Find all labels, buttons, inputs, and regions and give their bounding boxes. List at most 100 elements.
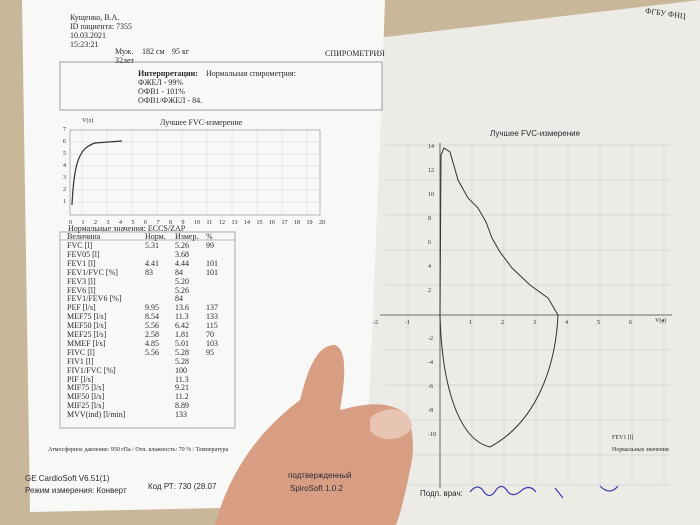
table-cell: 5.56	[145, 347, 159, 357]
table-header: %	[206, 232, 213, 241]
small-x-tick: 7	[156, 220, 160, 226]
table-cell: FEV1/FEV6 [%]	[67, 294, 122, 304]
table-cell: 9.95	[145, 303, 159, 313]
small-y-tick: 6	[63, 139, 66, 145]
big-x-tick: -2	[373, 320, 378, 326]
table-cell: 1.81	[175, 330, 189, 339]
legend-entry: FEV1 [l]	[612, 435, 634, 441]
table-cell: 4.41	[145, 258, 159, 268]
small-x-tick: 0	[69, 220, 72, 226]
table-cell: 11.3	[175, 312, 189, 322]
small-x-tick: 20	[319, 220, 325, 226]
table-cell: 5.28	[175, 347, 189, 357]
big-y-tick: 14	[428, 144, 434, 150]
small-x-tick: 1	[81, 220, 85, 226]
small-x-tick: 13	[231, 220, 238, 226]
table-cell: FEV1/FVC [%]	[67, 267, 118, 277]
small-y-tick: 5	[63, 151, 66, 157]
table-cell: MVV(ind) [l/min]	[67, 410, 126, 420]
signature	[469, 485, 619, 499]
small-x-tick: 6	[144, 220, 147, 226]
code: Код РТ: 730 (28.07	[148, 482, 217, 491]
table-cell: 4.44	[175, 258, 189, 268]
big-x-tick: 3	[533, 320, 536, 326]
small-x-tick: 3	[106, 220, 110, 226]
table-cell: 115	[206, 321, 218, 331]
big-y-tick: -8	[428, 408, 433, 414]
table-cell: 5.28	[175, 356, 189, 366]
interpretation-line: ОФВ1/ФЖЕЛ - 84.	[138, 96, 203, 105]
big-chart-title: Лучшее FVC-измерение	[490, 129, 581, 138]
small-y-tick: 1	[63, 199, 66, 205]
big-x-tick: 6	[629, 320, 632, 326]
thumbnail	[370, 409, 412, 440]
big-y-tick: 12	[428, 168, 434, 174]
spirosoft: SpiroSoft 1.0.2	[290, 484, 343, 493]
table-cell: 133	[206, 312, 218, 322]
table-cell: 99	[206, 241, 214, 250]
sex: Муж.	[115, 47, 134, 56]
legend-entry: Нормальные значения	[612, 447, 669, 453]
big-y-tick: -2	[428, 336, 433, 342]
big-y-tick: -10	[428, 432, 436, 438]
table-cell: 11.3	[175, 374, 189, 384]
norms: Нормальные значения: ECCS/ZAP	[68, 224, 186, 233]
table-cell: MEF25 [l/s]	[67, 330, 107, 339]
table-cell: PIF [l/s]	[67, 374, 94, 384]
table-cell: 8.54	[145, 312, 159, 322]
table-cell: 83	[145, 267, 153, 277]
table-header: Измер.	[175, 232, 199, 241]
table-cell: 4.85	[145, 338, 159, 348]
big-x-tick: 1	[469, 320, 472, 326]
big-x-tick: 2	[501, 320, 504, 326]
table-cell: 5.31	[145, 241, 159, 250]
big-y-tick: 2	[428, 288, 431, 294]
signature-label: Подп. врач:	[420, 489, 463, 498]
table-cell: 5.20	[175, 276, 189, 286]
small-x-tick: 4	[119, 220, 122, 226]
small-y-tick: 4	[63, 163, 66, 169]
table-cell: FEV1 [l]	[67, 258, 96, 268]
height: 182 см	[142, 47, 165, 56]
small-grid	[69, 129, 321, 216]
small-x-tick: 2	[94, 220, 97, 226]
table-cell: 70	[206, 330, 214, 339]
flow-volume-curve	[439, 147, 559, 448]
table-cell: MEF50 [l/s]	[67, 321, 107, 331]
table-cell: 133	[175, 410, 187, 420]
small-y-tick: 7	[63, 127, 66, 133]
table-cell: MEF75 [l/s]	[67, 312, 107, 322]
table-header: Норм.	[145, 232, 166, 241]
small-x-tick: 18	[294, 220, 300, 226]
table-cell: FIV1/FVC [%]	[67, 365, 116, 375]
interpretation-summary: Нормальная спирометрия:	[206, 69, 296, 78]
table-cell: FEV05 [l]	[67, 249, 100, 259]
table-cell: 101	[206, 258, 218, 268]
table-cell: 100	[175, 365, 187, 375]
table-cell: 8.89	[175, 401, 189, 411]
table-cell: 6.42	[175, 321, 189, 331]
big-x-tick: 7	[661, 320, 664, 326]
table-cell: FEV6 [l]	[67, 285, 96, 295]
table-cell: MIF50 [l/s]	[67, 392, 105, 402]
small-y-label: V(л)	[82, 118, 94, 124]
table-cell: 9.21	[175, 383, 189, 393]
table-cell: FVC [l]	[67, 241, 93, 250]
big-x-tick: 5	[597, 320, 600, 326]
small-x-tick: 10	[194, 220, 200, 226]
table-cell: MIF75 [l/s]	[67, 383, 105, 393]
right-page	[360, 0, 700, 525]
big-x-tick: -1	[405, 320, 410, 326]
table-cell: 11.2	[175, 392, 189, 402]
table-cell: 5.26	[175, 241, 189, 250]
small-x-tick: 11	[206, 220, 213, 226]
conditions: Атмосферное давление: 950 гПа / Отн. вла…	[48, 447, 229, 453]
big-y-tick: 4	[428, 264, 431, 270]
volume-time-curve	[71, 140, 123, 206]
big-y-tick: 6	[428, 240, 431, 246]
mode: Режим измерения: Конверт	[25, 486, 127, 495]
big-x-tick: 4	[565, 320, 568, 326]
table-cell: FIV1 [l]	[67, 356, 94, 366]
patient-name: Кущенко, В.А.	[70, 13, 120, 22]
